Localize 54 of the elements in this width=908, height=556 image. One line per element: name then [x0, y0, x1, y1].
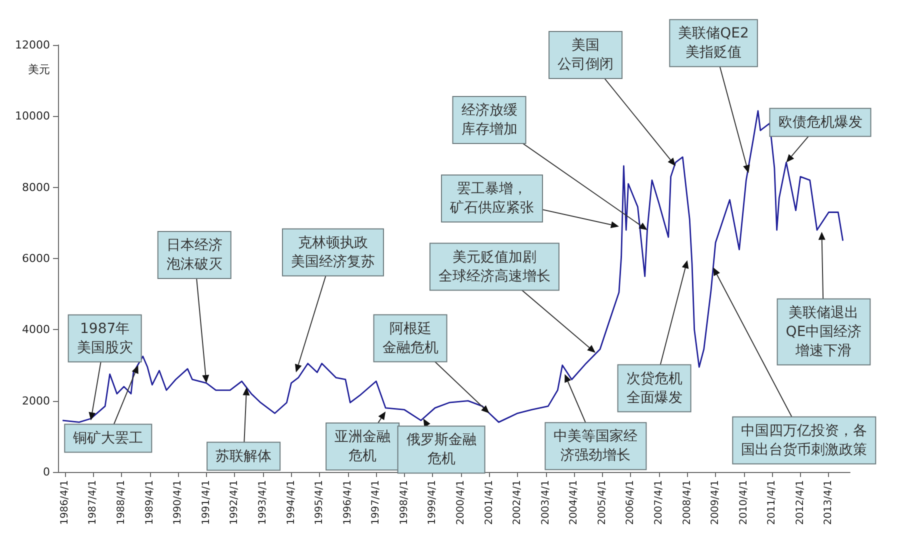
annotation: 欧债危机爆发	[778, 114, 862, 130]
x-tick-label: 1990/4/1	[172, 480, 184, 525]
x-tick-label: 1995/4/1	[314, 480, 326, 525]
x-tick-label: 2004/4/1	[568, 480, 580, 525]
x-tick-label: 2006/4/1	[625, 480, 636, 525]
x-tick-label: 2012/4/1	[794, 480, 806, 525]
x-tick-label: 2003/4/1	[540, 480, 552, 525]
x-tick-label: 2000/4/1	[456, 480, 467, 525]
x-tick-label: 1986/4/1	[59, 480, 70, 525]
x-tick-label: 1987/4/1	[88, 480, 99, 525]
y-tick-label: 2000	[22, 394, 50, 408]
y-tick-label: 6000	[22, 252, 50, 265]
x-tick-label: 2009/4/1	[710, 480, 722, 525]
x-tick-label: 2001/4/1	[484, 480, 495, 525]
x-tick-label: 2010/4/1	[738, 480, 750, 525]
annotation: 美元贬值加剧全球经济高速增长	[438, 249, 550, 284]
annotation: 罢工暴增，矿石供应紧张	[448, 180, 534, 216]
y-tick-label: 10000	[15, 110, 50, 123]
x-tick-label: 2011/4/1	[766, 480, 778, 525]
x-tick-label: 1999/4/1	[427, 480, 438, 525]
annotation: 克林顿执政美国经济复苏	[290, 234, 375, 270]
x-tick-label: 2002/4/1	[512, 480, 524, 525]
x-tick-label: 2013/4/1	[823, 480, 834, 525]
x-tick-label: 1998/4/1	[398, 480, 410, 525]
x-tick-label: 2007/4/1	[653, 480, 664, 525]
y-tick-label: 4000	[22, 323, 50, 336]
y-axis-title: 美元	[28, 63, 50, 76]
annotation: 俄罗斯金融危机	[406, 432, 476, 468]
x-tick-label: 2008/4/1	[682, 480, 693, 525]
x-tick-label: 1992/4/1	[229, 480, 240, 525]
annotation: 铜矿大罢工	[72, 430, 144, 446]
annotation: 苏联解体	[216, 448, 272, 464]
annotation: 次贷危机全面爆发	[626, 370, 682, 406]
annotation: 美联储QE2美指贬值	[678, 26, 749, 61]
x-tick-label: 1991/4/1	[200, 480, 212, 525]
x-tick-label: 1996/4/1	[342, 480, 354, 525]
annotation: 阿根廷金融危机	[382, 320, 438, 356]
x-tick-label: 1994/4/1	[286, 480, 297, 525]
x-tick-label: 1993/4/1	[257, 480, 268, 525]
x-tick-label: 1989/4/1	[144, 480, 156, 525]
x-tick-label: 2005/4/1	[596, 480, 608, 525]
annotation: 中美等国家经济强劲增长	[554, 428, 638, 464]
y-tick-label: 0	[43, 466, 50, 478]
annotation: 日本经济泡沫破灭	[166, 238, 222, 273]
x-tick-label: 1988/4/1	[116, 480, 128, 525]
annotation: 1987年美国股灾	[76, 320, 133, 356]
annotation: 经济放缓库存增加	[461, 102, 518, 138]
x-tick-label: 1997/4/1	[370, 480, 382, 525]
y-tick-label: 12000	[15, 38, 50, 52]
annotation: 中国四万亿投资，各国出台货币刺激政策	[741, 422, 868, 458]
y-tick-label: 8000	[22, 180, 50, 194]
annotation: 亚洲金融危机	[334, 429, 391, 464]
annotation: 美联储退出QE中国经济增速下滑	[786, 304, 862, 359]
annotation: 美国公司倒闭	[558, 37, 614, 72]
